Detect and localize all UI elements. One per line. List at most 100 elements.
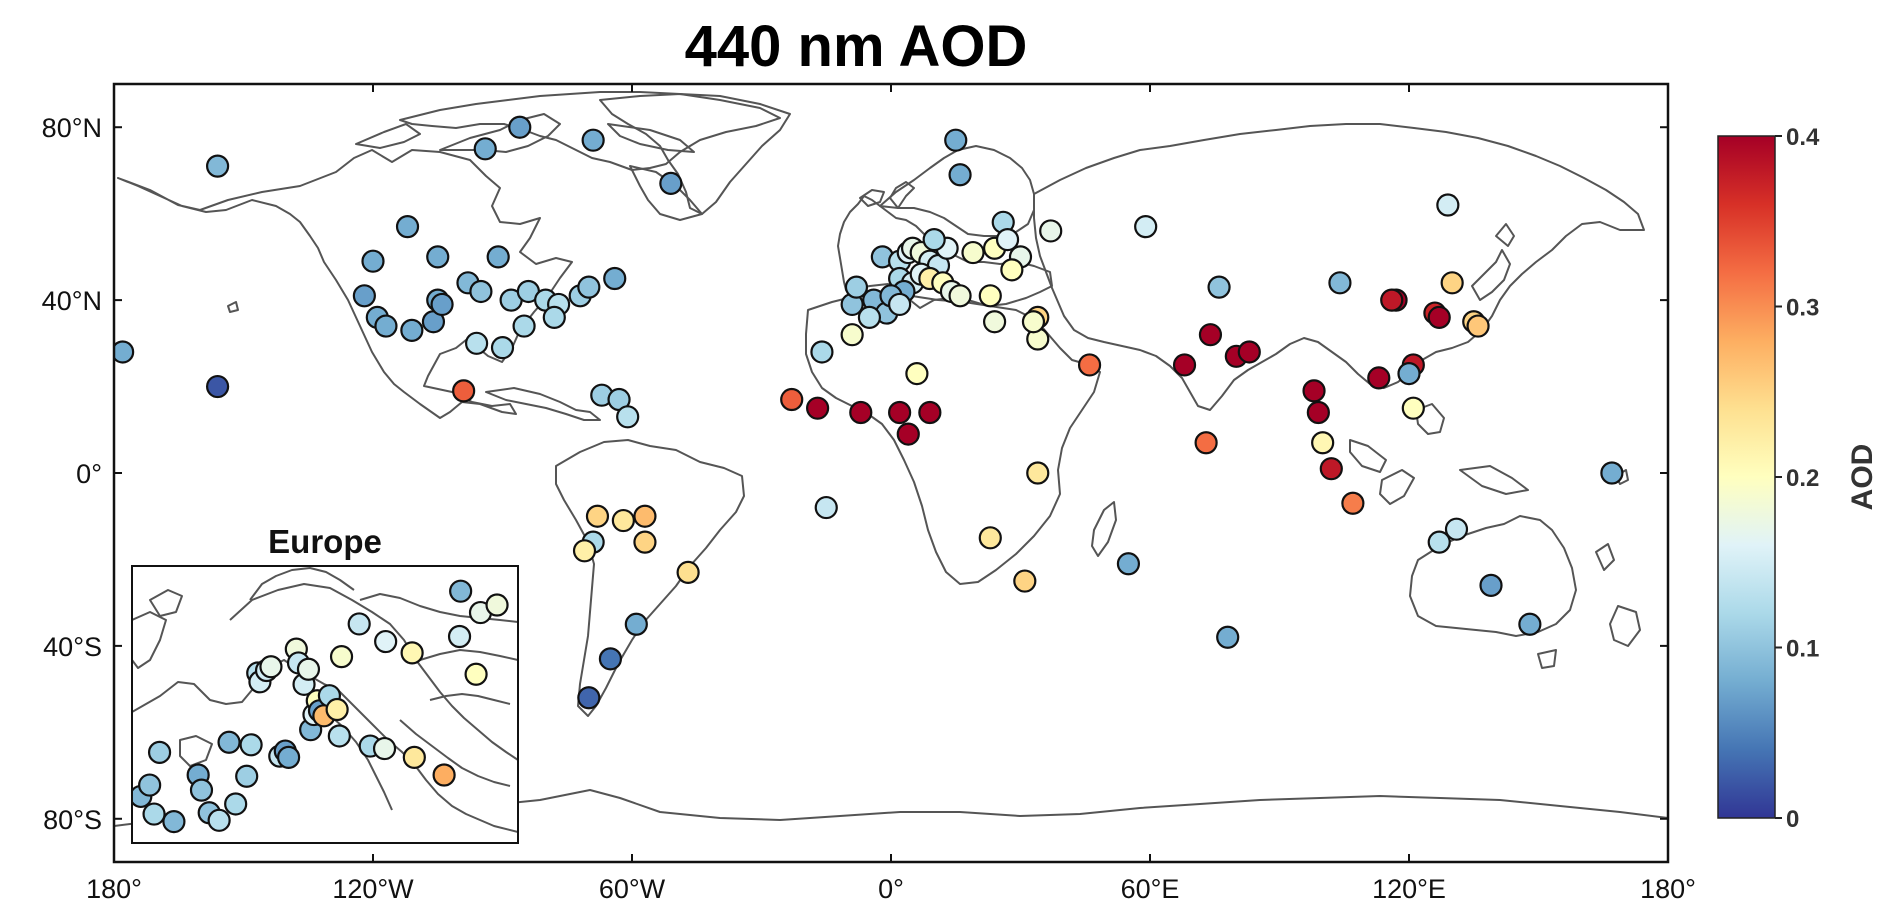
inset-station-marker <box>277 745 301 769</box>
station-marker <box>844 275 869 299</box>
station-marker <box>1600 461 1624 485</box>
inset-station-marker <box>485 593 509 617</box>
station-marker <box>1341 491 1365 515</box>
station-marker <box>374 314 398 338</box>
station-marker <box>806 396 830 420</box>
station-marker <box>810 340 834 364</box>
inset-station-marker <box>329 645 354 669</box>
colorbar-tick-label: 0.4 <box>1786 124 1820 151</box>
x-tick-label: 180° <box>86 874 142 904</box>
station-marker <box>633 504 657 528</box>
colorbar-tick-label: 0 <box>1786 806 1799 833</box>
colorbar-ticks: 0 0.1 0.2 0.3 0.4 <box>1775 124 1820 833</box>
station-marker <box>857 305 882 329</box>
y-tick-label: 40°N <box>42 286 102 316</box>
inset-station-marker <box>138 773 162 797</box>
inset-station-marker <box>372 736 397 761</box>
station-marker <box>1302 379 1326 403</box>
colorbar: 0 0.1 0.2 0.3 0.4 AOD <box>1717 124 1879 833</box>
station-marker <box>995 228 1020 252</box>
inset-station-marker <box>189 778 214 802</box>
station-marker <box>978 284 1002 308</box>
colorbar-tick-label: 0.2 <box>1786 465 1819 492</box>
station-marker <box>616 405 640 429</box>
station-marker <box>352 284 376 308</box>
inset-station-marker <box>147 740 172 764</box>
x-tick-label: 120°E <box>1372 874 1446 904</box>
station-marker <box>1466 314 1490 338</box>
station-marker <box>206 154 230 178</box>
station-marker <box>1380 288 1404 312</box>
inset-station-marker <box>374 629 398 654</box>
station-marker <box>1427 530 1451 554</box>
station-marker <box>948 163 972 187</box>
colorbar-tick-label: 0.3 <box>1786 295 1819 322</box>
y-tick-label: 80°S <box>43 805 102 835</box>
inset-station-marker <box>239 733 263 757</box>
station-marker <box>598 647 623 671</box>
station-marker <box>896 422 920 446</box>
station-marker <box>585 504 610 528</box>
station-marker <box>400 318 424 342</box>
station-marker <box>1116 552 1141 576</box>
station-marker <box>624 612 648 636</box>
station-marker <box>577 686 601 710</box>
station-marker <box>490 336 515 360</box>
station-marker <box>1026 461 1050 485</box>
inset-frame <box>131 565 519 844</box>
station-marker <box>1207 275 1231 299</box>
station-marker <box>577 275 601 299</box>
inset-station-marker <box>432 763 456 787</box>
station-marker <box>603 266 627 291</box>
station-marker <box>426 245 450 269</box>
station-marker <box>982 310 1007 334</box>
colorbar-label: AOD <box>1846 444 1879 511</box>
inset-title: Europe <box>268 523 382 560</box>
inset-station-marker <box>447 624 472 649</box>
station-marker <box>1198 323 1223 347</box>
station-marker <box>206 374 230 399</box>
x-tick-label: 60°E <box>1121 874 1180 904</box>
inset-station-marker <box>464 662 488 686</box>
station-marker <box>1194 431 1218 455</box>
inset-station-marker <box>217 730 241 754</box>
station-marker <box>1021 310 1046 334</box>
station-marker <box>1444 517 1469 541</box>
station-marker <box>944 128 968 152</box>
inset-station-marker <box>162 809 186 834</box>
station-marker <box>361 249 385 273</box>
station-marker <box>1172 353 1197 377</box>
inset-station-marker <box>325 697 349 722</box>
colorbar-gradient <box>1717 135 1776 819</box>
station-marker <box>905 361 929 386</box>
inset-station-marker <box>400 641 424 665</box>
station-marker <box>1479 573 1503 597</box>
station-marker <box>1000 258 1024 282</box>
station-marker <box>508 115 532 139</box>
station-markers <box>114 115 1624 710</box>
station-marker <box>633 530 657 554</box>
station-marker <box>1216 625 1240 649</box>
inset-station-marker <box>207 808 231 832</box>
station-marker <box>1401 396 1425 420</box>
station-marker <box>1518 612 1542 636</box>
station-marker <box>849 400 873 425</box>
station-marker <box>486 245 510 269</box>
x-tick-label: 60°W <box>599 874 666 904</box>
colorbar-tick-label: 0.1 <box>1786 636 1819 663</box>
station-marker <box>1436 193 1460 217</box>
x-tick-label: 180° <box>1640 874 1696 904</box>
station-marker <box>780 387 804 412</box>
station-marker <box>1237 340 1261 364</box>
station-marker <box>395 215 420 239</box>
europe-inset: Europe <box>131 523 519 844</box>
station-marker <box>1427 305 1451 329</box>
inset-station-marker <box>142 802 166 826</box>
station-marker <box>1367 366 1391 390</box>
station-marker <box>814 495 838 520</box>
station-marker <box>888 292 912 317</box>
station-marker <box>452 379 476 403</box>
station-marker <box>1397 361 1421 386</box>
station-marker <box>1013 569 1037 593</box>
